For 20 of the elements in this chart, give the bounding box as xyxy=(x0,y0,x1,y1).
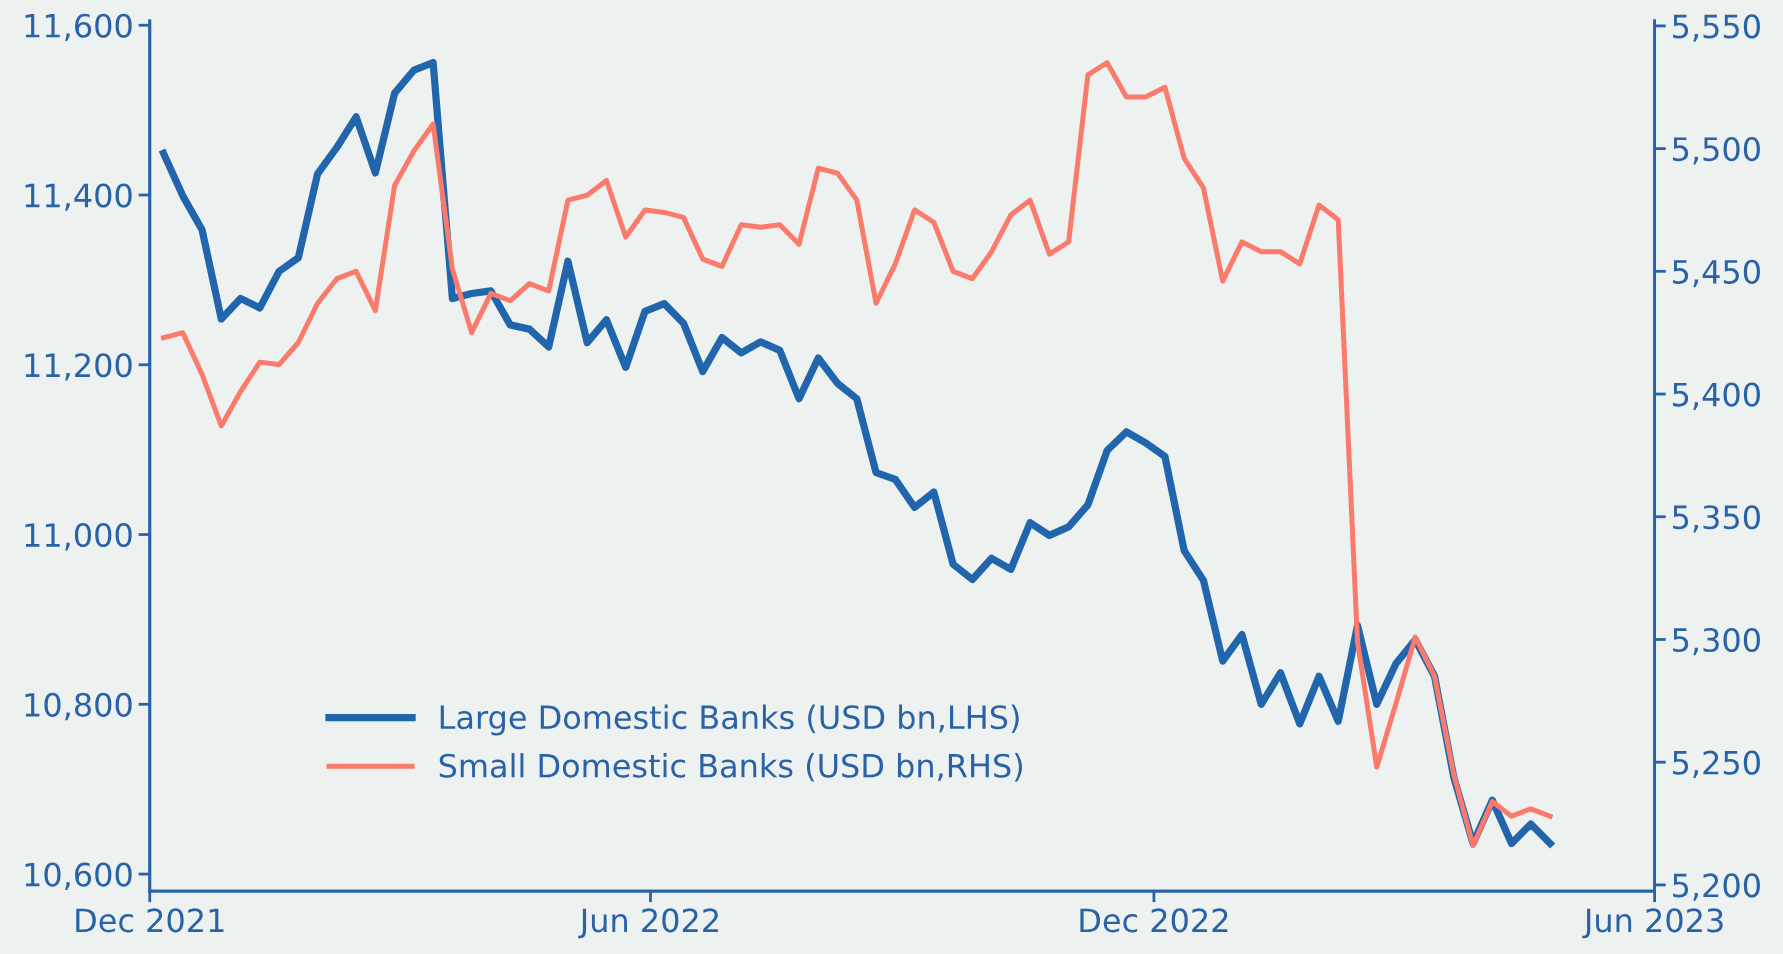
y2-tick-label: 5,300 xyxy=(1673,627,1760,656)
y2-tick-label: 5,400 xyxy=(1673,382,1760,410)
y-tick-label: 10,600 xyxy=(25,862,132,890)
y2-tick-label: 5,250 xyxy=(1673,750,1760,779)
legend-label: Small Domestic Banks (USD bn,RHS) xyxy=(439,753,1022,782)
y-tick-label: 11,600 xyxy=(25,13,132,42)
y-tick-label: 10,800 xyxy=(25,692,132,721)
y2-tick-label: 5,200 xyxy=(1673,873,1760,901)
x-tick-label: Jun 2022 xyxy=(578,908,718,939)
y2-tick-label: 5,450 xyxy=(1673,259,1760,288)
y2-tick-label: 5,500 xyxy=(1673,137,1760,165)
y2-tick-label: 5,550 xyxy=(1673,14,1760,42)
x-tick-label: Dec 2021 xyxy=(76,908,224,933)
x-tick-label: Dec 2022 xyxy=(1080,908,1228,933)
y-tick-label: 11,000 xyxy=(25,522,132,551)
y-tick-label: 11,400 xyxy=(25,183,132,211)
x-tick-label: Jun 2023 xyxy=(1582,908,1723,939)
legend-label: Large Domestic Banks (USD bn,LHS) xyxy=(440,704,1019,736)
y2-tick-label: 5,350 xyxy=(1673,505,1760,533)
y-tick-label: 11,200 xyxy=(25,353,132,381)
